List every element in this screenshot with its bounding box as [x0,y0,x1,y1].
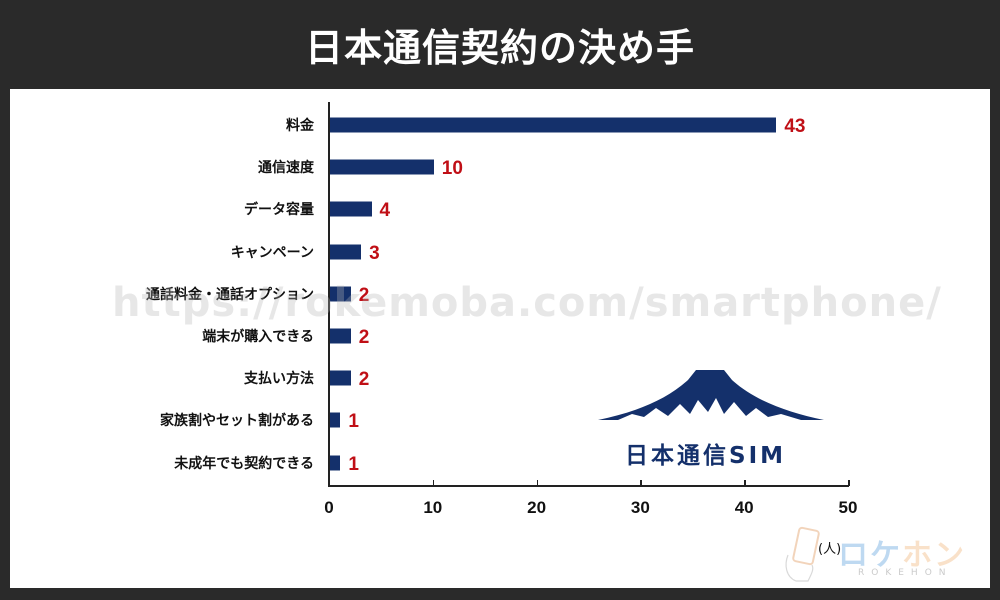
value-label: 2 [358,327,370,348]
category-label: 料金 [286,118,314,134]
bar [330,370,351,386]
x-tick [848,480,850,486]
x-tick [536,480,539,486]
x-tick-label: 50 [838,498,858,517]
x-tick-label: 10 [423,498,443,517]
bar [330,328,351,344]
value-label: 1 [348,411,359,433]
category-label: 家族割やセット割がある [160,413,314,430]
category-label: 未成年でも契約できる [174,455,314,472]
bar [330,412,341,428]
bar [330,117,777,133]
x-axis [328,485,849,487]
phone-hand-icon [785,526,820,582]
bar [330,455,341,471]
x-tick [432,480,435,486]
mountain-logo-icon [598,370,824,420]
chart-panel [10,89,990,588]
brand-logo: ロケホン [838,538,966,573]
value-label: 4 [379,200,391,222]
title-bar: 日本通信契約の決め手 [0,0,1000,89]
x-tick-label: 30 [630,498,650,517]
value-label: 2 [358,369,370,391]
value-label: 10 [441,158,463,180]
url-watermark: https://rokemoba.com/smartphone/ [112,280,942,326]
x-tick [640,480,642,486]
bar [330,159,434,175]
brand-subtitle: ROKEHON [858,568,953,578]
x-tick-label: 20 [527,498,547,517]
bar [330,244,362,260]
category-label: 端末が購入できる [202,329,314,345]
value-label: 2 [358,284,370,306]
category-label: 通話料金・通話オプション [146,286,314,303]
category-label: キャンペーン [230,244,314,261]
category-label: 通信速度 [258,160,314,177]
category-label: 支払い方法 [244,371,314,388]
value-label: 3 [369,242,380,264]
x-axis-unit-label: (人) [818,542,842,557]
value-label: 43 [784,116,806,137]
x-tick-label: 0 [324,498,334,517]
x-tick [744,480,746,486]
bar [330,201,372,217]
category-label: データ容量 [244,202,314,219]
x-tick-label: 40 [734,498,754,517]
bar [330,286,351,302]
logo-text: 日本通信SIM [625,443,787,469]
page-title: 日本通信契約の決め手 [304,26,695,70]
value-label: 1 [348,453,359,475]
y-axis [328,102,330,486]
